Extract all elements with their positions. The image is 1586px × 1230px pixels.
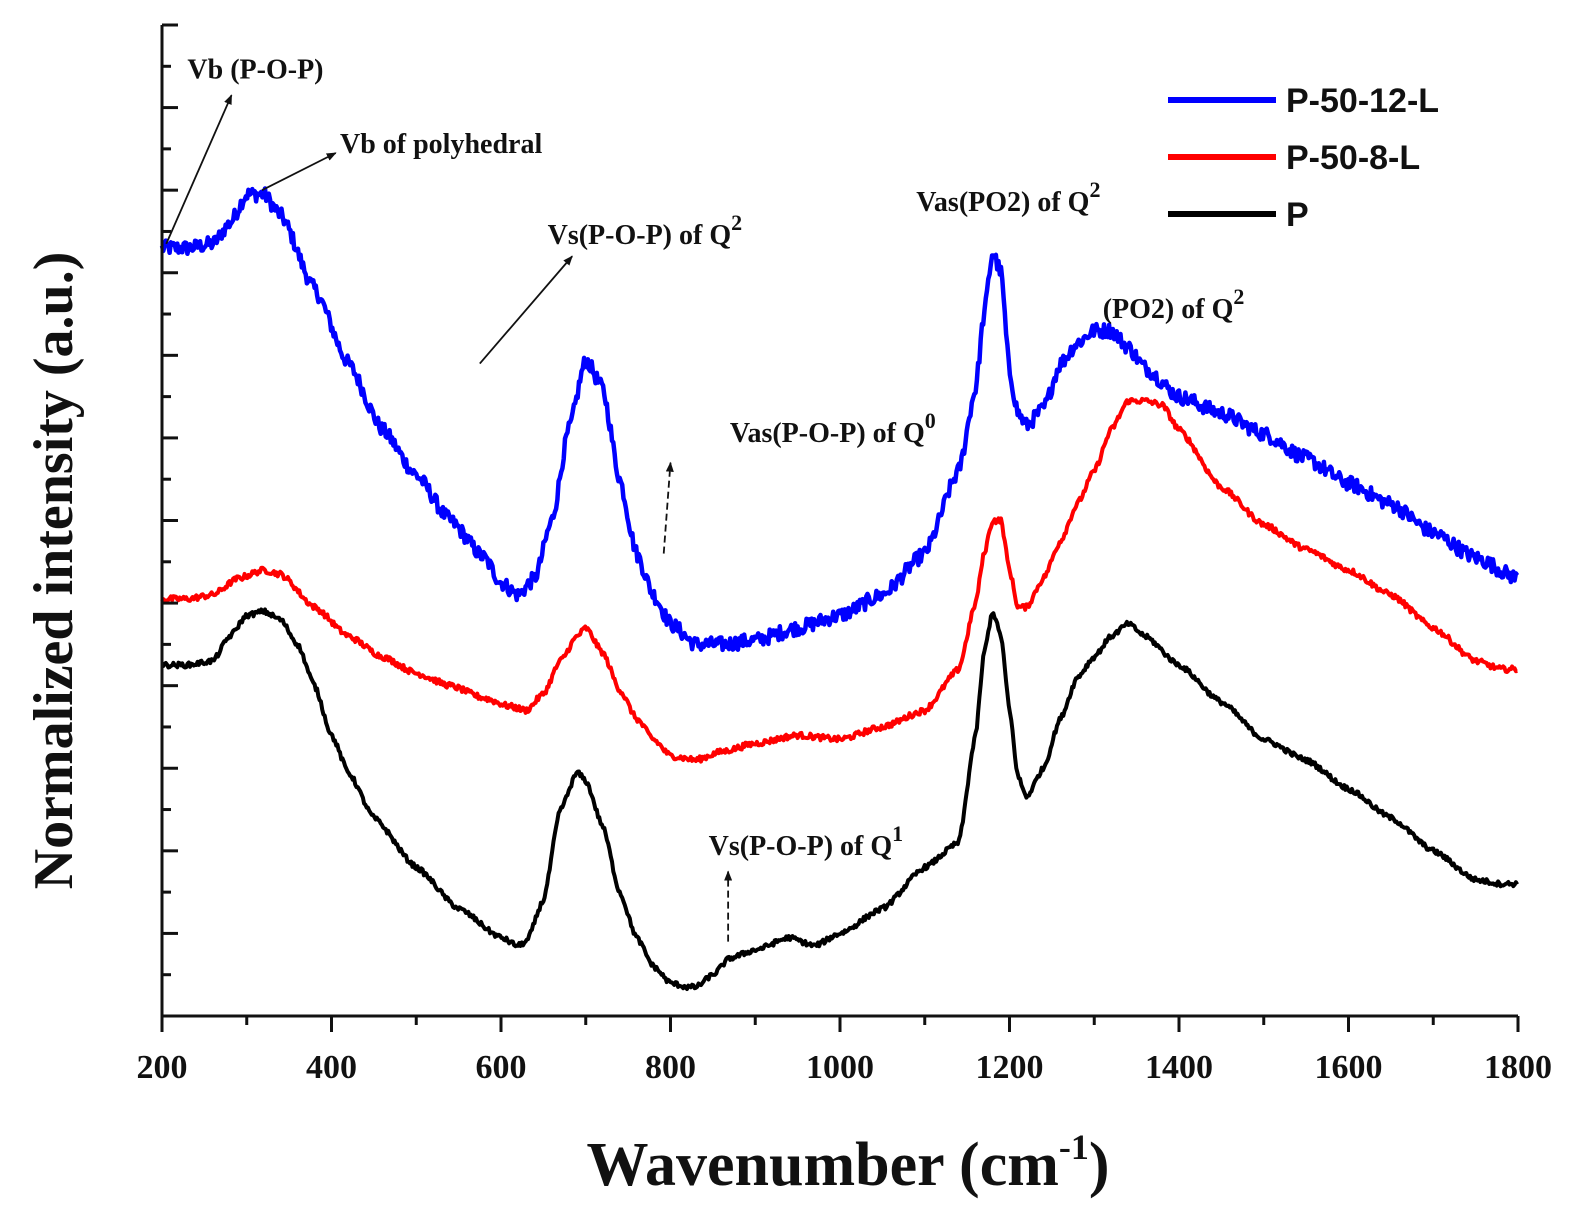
annotation-label: Vas(P-O-P) of Q0: [730, 408, 936, 449]
annotation-arrow: [165, 94, 233, 245]
annotation-label: Vb (P-O-P): [187, 55, 323, 86]
annotation-layer: Vb (P-O-P) Vb of polyhedral Vs(P-O-P) of Q…: [165, 55, 1245, 942]
annotation-label: Vb of polyhedral: [340, 129, 542, 160]
annotation-label: Vs(P-O-P) of Q1: [709, 821, 904, 862]
x-axis-title: Wavenumber (cm-1): [586, 1127, 1109, 1199]
x-tick-label: 1200: [976, 1049, 1044, 1086]
annotation-arrow: [261, 152, 337, 191]
x-tick-label: 400: [306, 1049, 357, 1086]
annotation-arrow: [662, 461, 674, 554]
legend-label: P-50-8-L: [1286, 139, 1420, 177]
axes-layer: 200 400 600 800 1000 1200 1400 1600 1800 Wavenumb…: [23, 23, 1552, 1199]
x-tick-label: 1800: [1484, 1049, 1552, 1086]
series-layer: [159, 186, 1520, 991]
x-tick-label: 1000: [806, 1049, 874, 1086]
annotation-arrow: [479, 255, 573, 365]
y-axis-title: Normalized intensity (a.u.): [23, 252, 85, 890]
series-line-P-50-12-L: [159, 186, 1520, 653]
legend: P-50-12-L P-50-8-L P: [1168, 82, 1439, 234]
annotation-label: Vas(PO2) of Q2: [916, 177, 1100, 218]
series-line-P-50-8-L: [160, 396, 1518, 764]
x-tick-label: 200: [137, 1049, 188, 1086]
x-tick-label: 800: [645, 1049, 696, 1086]
series-line-P: [161, 607, 1519, 991]
legend-label: P-50-12-L: [1286, 82, 1439, 120]
x-tick-label: 600: [476, 1049, 527, 1086]
x-tick-label: 1400: [1145, 1049, 1213, 1086]
annotation-label: Vs(P-O-P) of Q2: [548, 210, 743, 251]
x-tick-label: 1600: [1315, 1049, 1383, 1086]
annotation-label: (PO2) of Q2: [1103, 284, 1245, 325]
legend-label: P: [1286, 196, 1309, 234]
